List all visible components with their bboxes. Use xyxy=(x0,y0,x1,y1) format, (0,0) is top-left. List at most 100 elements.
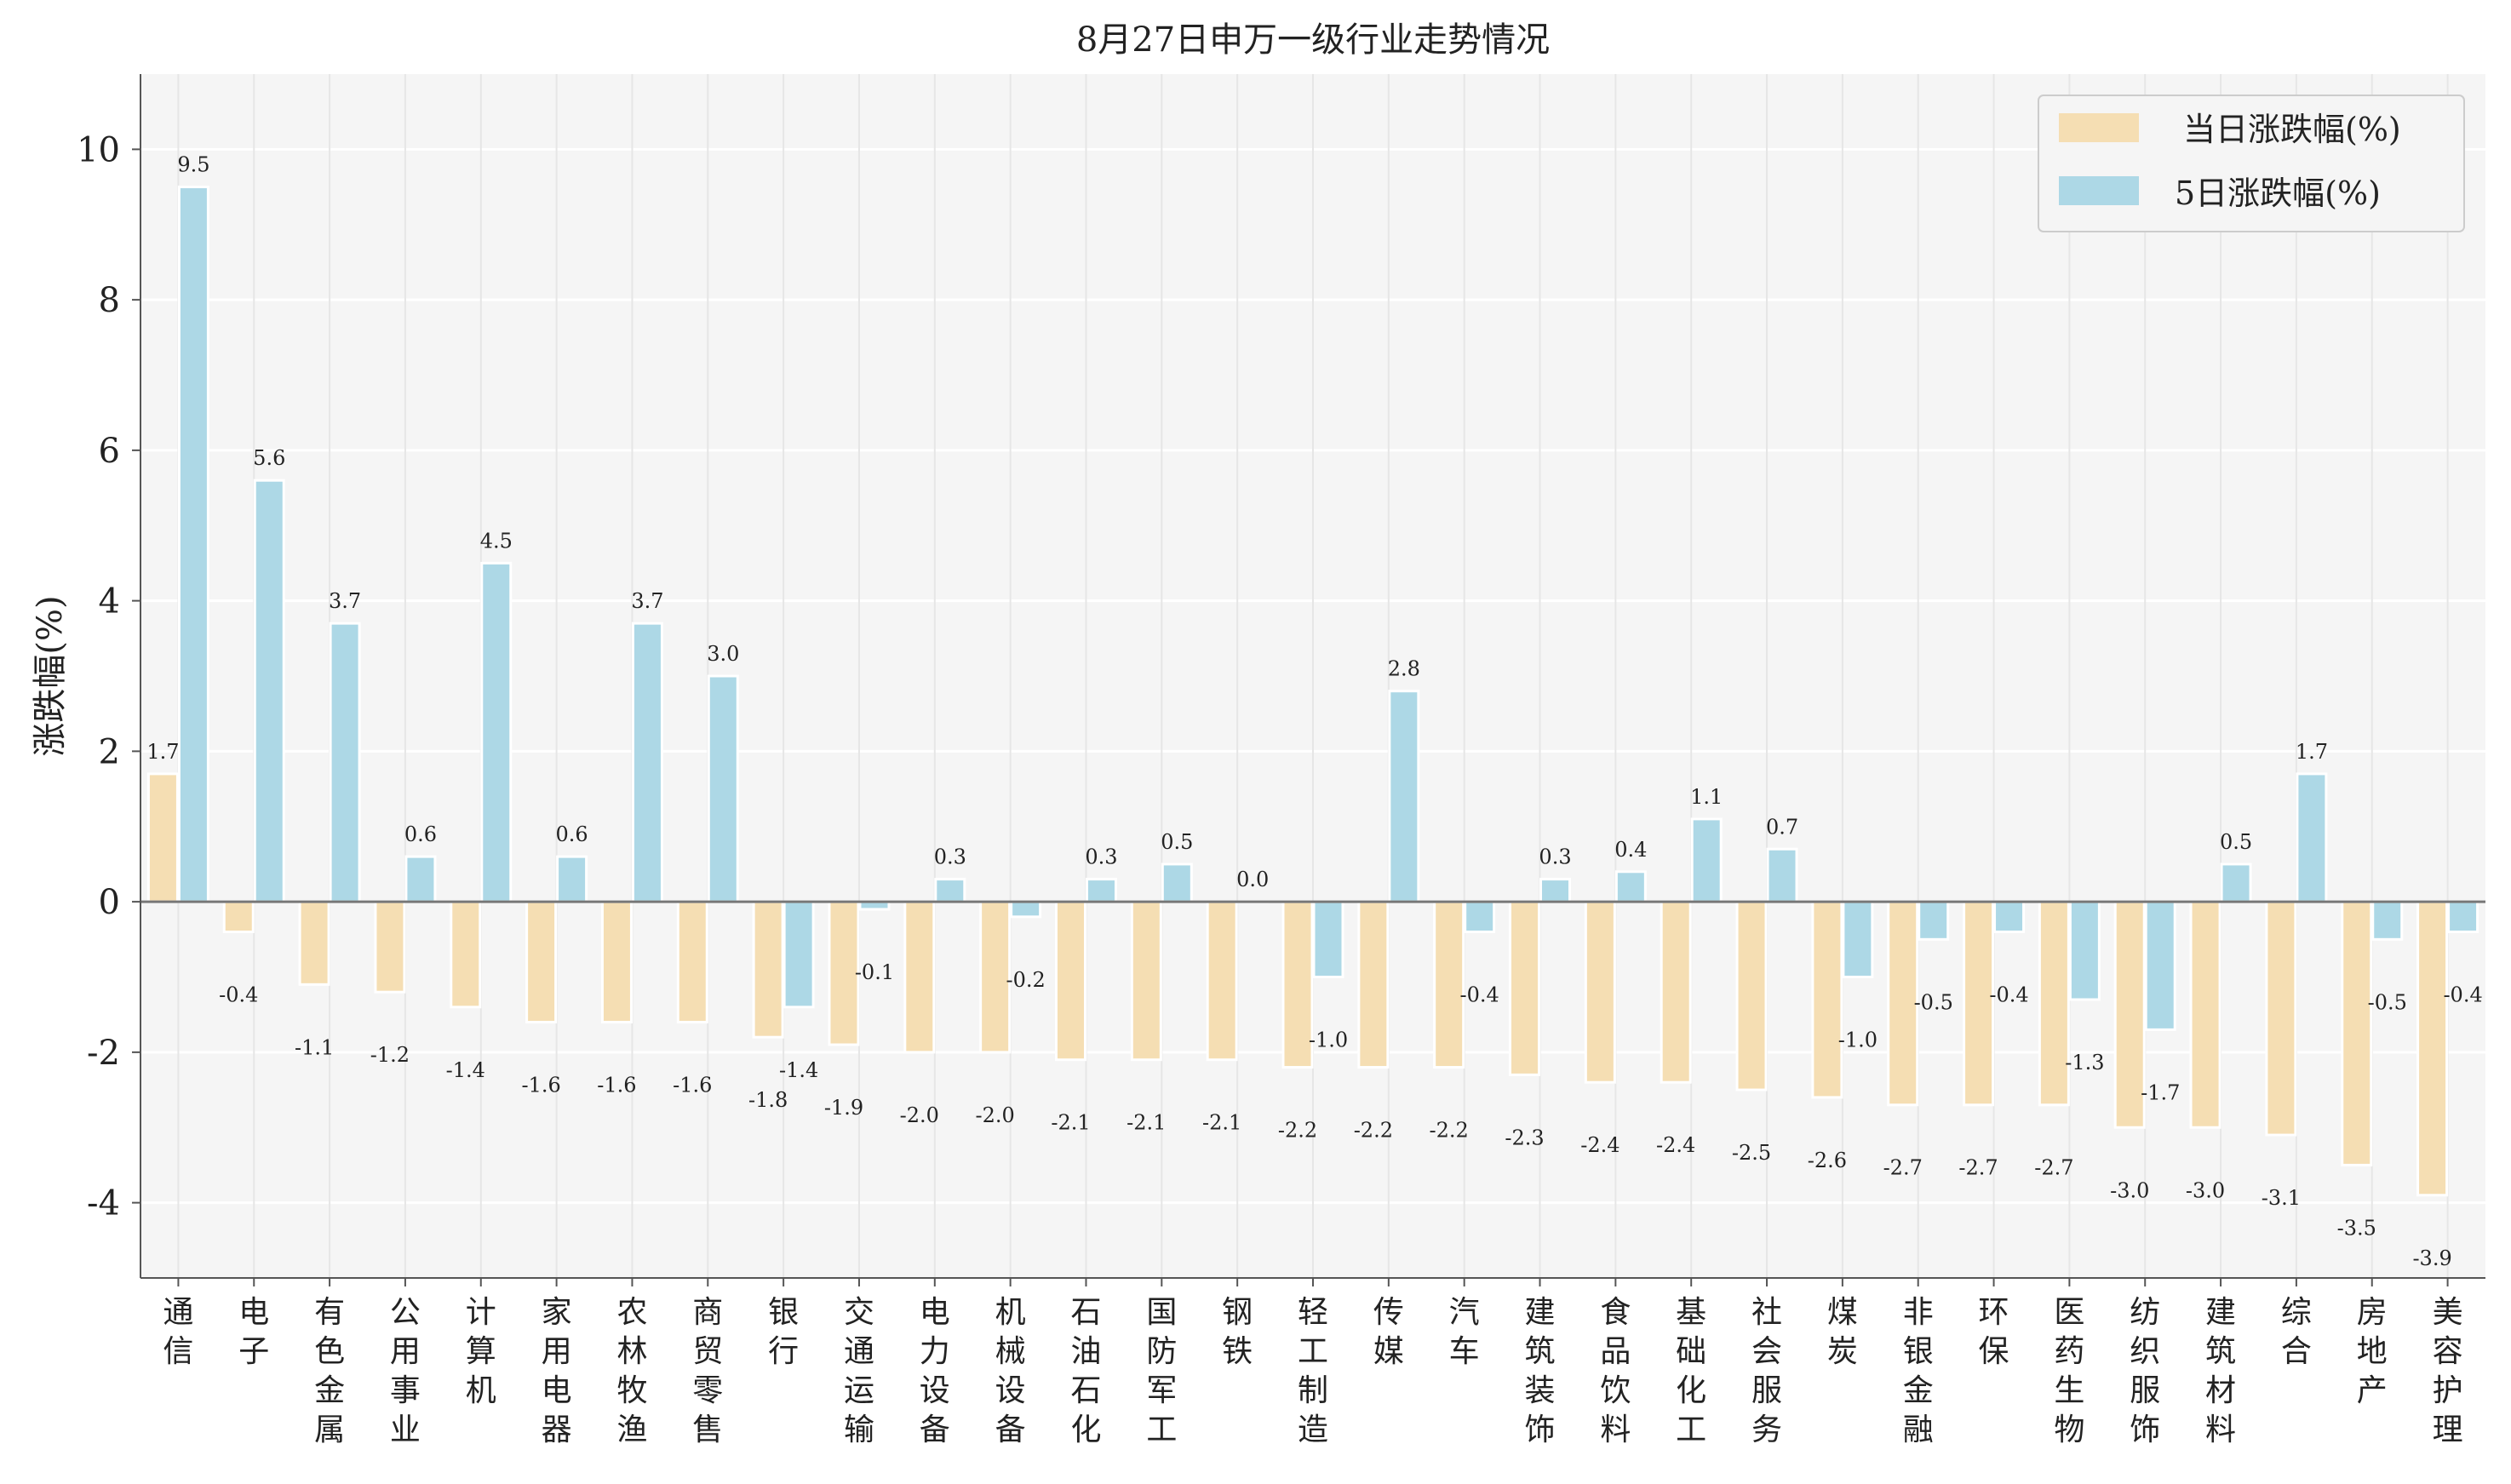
data-label-5day: 0.0 xyxy=(1236,868,1269,891)
legend-label-5day: 5日涨跌幅(%) xyxy=(2175,175,2381,212)
x-tick-label: 汽车 xyxy=(1449,1295,1480,1369)
bar-5day xyxy=(1161,862,1193,903)
data-label-5day: 0.4 xyxy=(1614,838,1647,862)
data-label-daily: -3.0 xyxy=(2110,1178,2149,1202)
bar-5day xyxy=(404,855,437,903)
data-label-daily: -1.4 xyxy=(446,1058,485,1082)
data-label-daily: -2.4 xyxy=(1580,1133,1620,1157)
y-tick-label: 8 xyxy=(99,281,120,320)
bar-5day xyxy=(1010,900,1042,919)
data-label-5day: 0.6 xyxy=(404,822,437,846)
x-tick-label: 房地产 xyxy=(2357,1295,2388,1408)
data-label-5day: 9.5 xyxy=(177,153,209,177)
data-label-5day: -0.4 xyxy=(1460,983,1499,1006)
bar-5day xyxy=(1388,690,1420,903)
bar-5day xyxy=(1993,900,2026,933)
data-label-daily: -2.1 xyxy=(1051,1111,1090,1135)
bar-5day xyxy=(480,561,513,903)
x-tick-label: 银行 xyxy=(768,1295,799,1369)
data-label-5day: -0.5 xyxy=(1914,990,1953,1014)
x-tick-label: 电子 xyxy=(238,1295,269,1369)
bar-daily xyxy=(1206,900,1238,1062)
data-label-daily: -1.6 xyxy=(673,1074,712,1097)
x-tick-label: 食品饮料 xyxy=(1600,1295,1631,1447)
bar-daily xyxy=(1735,900,1768,1092)
x-tick-label: 传媒 xyxy=(1373,1295,1404,1369)
bar-daily xyxy=(450,900,482,1009)
data-label-daily: -2.0 xyxy=(976,1103,1015,1127)
bar-daily xyxy=(1357,900,1390,1069)
bar-daily xyxy=(752,900,784,1039)
legend: 当日涨跌幅(%) 5日涨跌幅(%) xyxy=(2038,95,2465,232)
bar-daily xyxy=(1887,900,1919,1107)
data-label-daily: -3.9 xyxy=(2412,1246,2451,1270)
x-tick-label: 基础化工 xyxy=(1676,1295,1706,1447)
x-tick-label: 通信 xyxy=(163,1295,193,1369)
data-label-daily: -2.7 xyxy=(1958,1156,1998,1180)
bar-5day xyxy=(1539,878,1572,903)
bar-5day xyxy=(631,622,663,903)
bar-5day xyxy=(934,878,966,903)
legend-swatch-daily xyxy=(2059,113,2139,142)
bar-5day xyxy=(556,855,588,903)
y-axis-label: 涨跌幅(%) xyxy=(31,595,70,756)
x-tick-label: 公用事业 xyxy=(390,1295,421,1447)
data-label-daily: -1.6 xyxy=(597,1074,636,1097)
x-tick-label: 交通运输 xyxy=(844,1295,874,1447)
data-label-5day: 0.5 xyxy=(2220,830,2252,854)
x-tick-label: 医药生物 xyxy=(2054,1295,2084,1447)
data-label-daily: -1.8 xyxy=(748,1088,788,1112)
bar-5day xyxy=(1464,900,1496,933)
x-tick-label: 有色金属 xyxy=(314,1295,345,1447)
bar-daily xyxy=(2341,900,2373,1166)
data-label-daily: -2.2 xyxy=(1278,1119,1317,1143)
data-label-5day: 0.3 xyxy=(1539,845,1571,869)
y-tick-label: 2 xyxy=(99,732,120,771)
bar-daily xyxy=(1584,900,1616,1084)
x-tick-label: 家用电器 xyxy=(542,1295,572,1447)
data-label-5day: -0.2 xyxy=(1006,968,1046,992)
data-label-5day: 3.0 xyxy=(707,642,739,666)
data-label-daily: -3.5 xyxy=(2337,1216,2376,1240)
y-tick-label: 4 xyxy=(99,582,120,622)
x-tick-label: 非银金融 xyxy=(1903,1295,1934,1447)
data-label-daily: -2.7 xyxy=(1883,1156,1923,1180)
data-label-5day: 2.8 xyxy=(1388,657,1420,681)
bar-5day xyxy=(783,900,815,1009)
bar-daily xyxy=(146,772,179,903)
x-tick-label: 煤炭 xyxy=(1827,1295,1858,1369)
bar-5day xyxy=(329,622,361,903)
bar-daily xyxy=(1963,900,1995,1107)
data-label-5day: 5.6 xyxy=(253,446,285,470)
bar-daily xyxy=(2416,900,2449,1197)
data-label-daily: -1.1 xyxy=(295,1035,334,1059)
data-label-5day: 0.7 xyxy=(1766,815,1798,839)
x-tick-label: 美容护理 xyxy=(2433,1295,2463,1447)
bar-5day xyxy=(1842,900,1874,978)
bar-5day xyxy=(2144,900,2176,1031)
x-tick-label: 石油石化 xyxy=(1070,1295,1101,1447)
bar-5day xyxy=(2371,900,2404,941)
x-tick-label: 建筑装饰 xyxy=(1525,1295,1556,1447)
bar-5day xyxy=(253,478,285,903)
data-label-daily: -2.1 xyxy=(1127,1111,1166,1135)
data-label-daily: -2.7 xyxy=(2034,1156,2073,1180)
bar-5day xyxy=(1085,878,1117,903)
data-label-daily: -2.1 xyxy=(1202,1111,1241,1135)
data-label-5day: 3.7 xyxy=(631,589,663,613)
bar-daily xyxy=(2038,900,2070,1107)
data-label-5day: -1.0 xyxy=(1838,1028,1878,1052)
x-tick-label: 综合 xyxy=(2281,1295,2312,1369)
data-label-daily: -2.5 xyxy=(1732,1141,1771,1165)
legend-swatch-5day xyxy=(2059,176,2139,205)
x-tick-label: 建筑材料 xyxy=(2205,1295,2236,1447)
bar-daily xyxy=(374,900,406,994)
chart-title: 8月27日申万一级行业走势情况 xyxy=(1076,20,1550,60)
bar-daily xyxy=(828,900,860,1046)
data-label-daily: -2.4 xyxy=(1656,1133,1695,1157)
data-label-daily: -2.3 xyxy=(1505,1126,1544,1149)
data-labels: 1.7-0.4-1.1 -1.2-1.4-1.6 -1.6 -1.6-1.8 -1.9-… xyxy=(146,153,2482,1270)
bar-daily xyxy=(2265,900,2297,1137)
x-tick-label: 轻工制造 xyxy=(1298,1295,1328,1447)
